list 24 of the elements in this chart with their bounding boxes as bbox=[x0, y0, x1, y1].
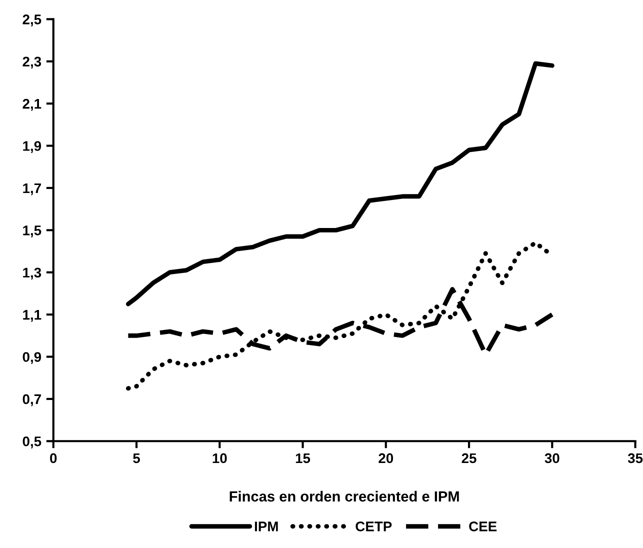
x-tick-label: 5 bbox=[133, 453, 140, 464]
line-series bbox=[126, 61, 554, 306]
x-tick-label: 30 bbox=[544, 453, 560, 464]
legend-label: IPM bbox=[254, 522, 278, 532]
y-tick-label: 1,1 bbox=[23, 310, 42, 322]
y-tick-label: 1,5 bbox=[23, 226, 42, 238]
x-tick-label: 35 bbox=[628, 453, 643, 464]
y-tick-label: 2,5 bbox=[22, 14, 42, 26]
x-tick-label: 0 bbox=[50, 453, 57, 464]
y-tick-label: 2,3 bbox=[22, 56, 42, 69]
y-tick-label: 1,3 bbox=[23, 268, 42, 280]
y-tick-label: 0,7 bbox=[22, 394, 41, 406]
legend-label: CEE bbox=[469, 522, 497, 532]
y-tick-label: 0,9 bbox=[22, 352, 42, 364]
y-tick-label: 1,7 bbox=[23, 183, 41, 196]
x-tick-label: 25 bbox=[462, 453, 476, 464]
x-tick-label: 10 bbox=[212, 453, 227, 464]
x-tick-label: 15 bbox=[296, 453, 310, 464]
legend-label: CETP bbox=[356, 522, 392, 532]
y-tick-label: 1,9 bbox=[23, 141, 42, 153]
x-axis-title: Fincas en orden creciented e IPM bbox=[230, 490, 459, 502]
x-tick-label: 20 bbox=[378, 453, 394, 464]
y-tick-label: 0,5 bbox=[22, 436, 42, 448]
y-tick-label: 2,1 bbox=[22, 98, 42, 111]
